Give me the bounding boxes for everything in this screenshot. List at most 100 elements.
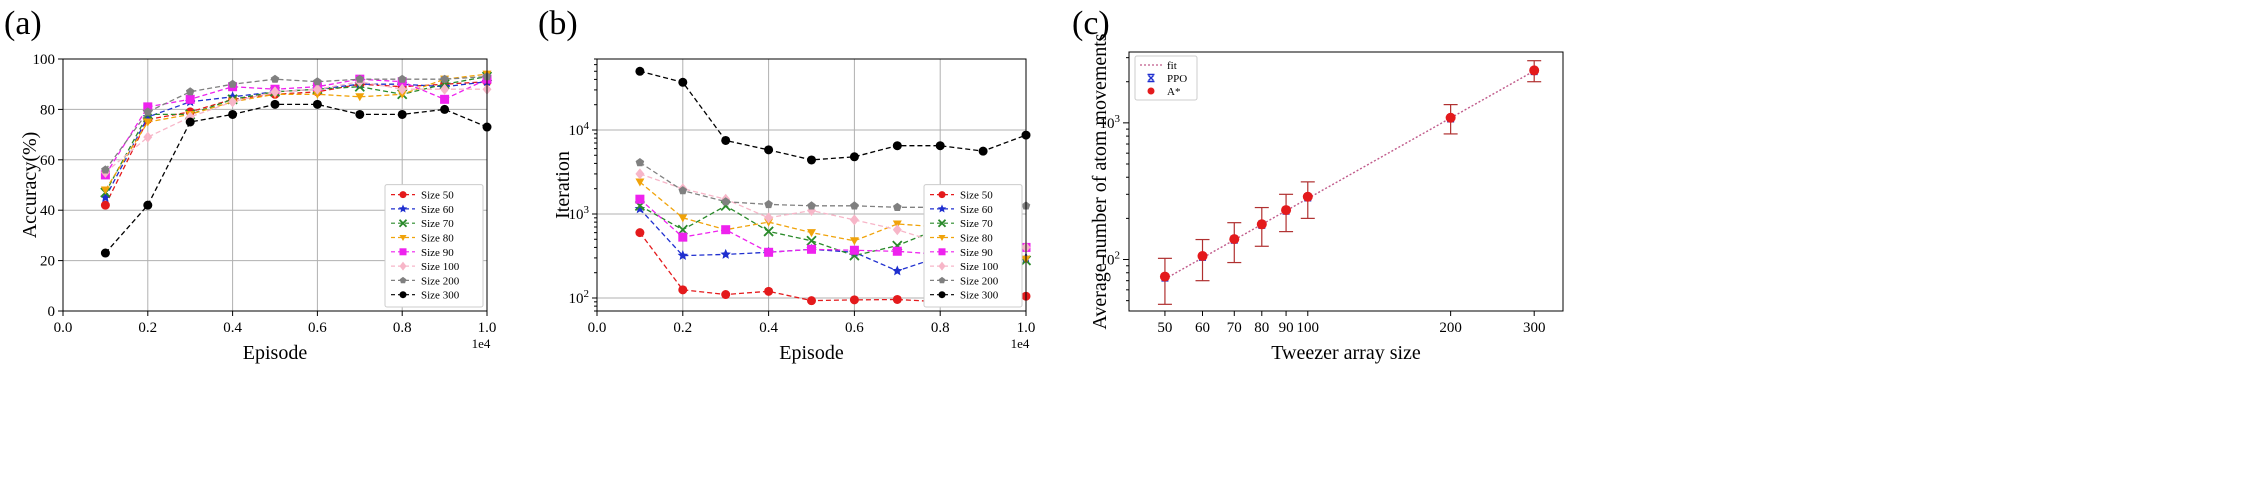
data-point <box>143 107 153 116</box>
x-multiplier: 1e4 <box>472 336 491 351</box>
data-point <box>185 87 195 96</box>
data-point <box>892 294 902 304</box>
data-point <box>355 93 365 102</box>
data-point <box>143 118 153 127</box>
legend-label: Size 200 <box>960 275 999 287</box>
data-point <box>764 145 774 155</box>
legend-label: Size 90 <box>960 247 993 259</box>
legend-label: Size 50 <box>421 190 454 202</box>
legend <box>1134 55 1198 101</box>
series-line <box>104 75 488 171</box>
y-tick-label: 40 <box>40 203 55 219</box>
x-tick-label: 200 <box>1439 320 1462 336</box>
data-point <box>355 74 365 83</box>
legend-marker <box>938 235 946 241</box>
x-tick-label: 0.0 <box>588 320 607 336</box>
data-point <box>440 104 450 114</box>
data-point <box>397 109 407 119</box>
data-point <box>807 229 816 238</box>
data-point <box>312 83 322 95</box>
data-point <box>100 186 110 195</box>
legend-marker <box>398 219 408 228</box>
legend-label: Size 50 <box>960 190 993 202</box>
data-point <box>313 77 322 86</box>
data-point <box>806 235 817 246</box>
legend-label: PPO <box>1167 73 1187 85</box>
data-point <box>270 74 280 83</box>
data-point <box>1229 234 1240 245</box>
data-point <box>635 194 645 204</box>
data-point <box>935 141 945 151</box>
series-line <box>639 70 1027 161</box>
legend <box>923 184 1023 308</box>
y-tick-label: 104 <box>569 120 590 139</box>
data-point <box>635 158 645 167</box>
plot-frame <box>596 58 1027 312</box>
x-tick-label: 0.8 <box>393 320 412 336</box>
data-point <box>1197 251 1208 262</box>
data-point <box>764 286 774 296</box>
legend-label: Size 100 <box>421 261 460 273</box>
x-tick-label: 0.8 <box>931 320 950 336</box>
data-point <box>849 245 859 255</box>
y-tick-label: 0 <box>48 304 56 320</box>
x-tick-label: 0.2 <box>673 320 692 336</box>
panel-label: (b) <box>538 5 578 42</box>
data-point <box>312 90 322 99</box>
data-point <box>1445 112 1456 123</box>
data-point <box>228 109 238 119</box>
legend-label: A* <box>1167 86 1180 98</box>
data-point <box>270 86 280 98</box>
y-tick-label: 103 <box>1100 113 1121 132</box>
data-point <box>143 200 153 210</box>
data-point <box>892 141 902 151</box>
legend-marker <box>399 235 407 241</box>
data-point <box>892 246 902 256</box>
y-axis-label: Accuracy(%) <box>19 132 41 239</box>
legend-marker <box>1147 73 1155 83</box>
y-tick-label: 60 <box>40 153 55 169</box>
x-tick-label: 0.6 <box>308 320 327 336</box>
x-tick-label: 0.6 <box>845 320 864 336</box>
legend-label: Size 90 <box>421 247 454 259</box>
series-line <box>639 208 1027 272</box>
data-point <box>807 155 816 165</box>
series-line <box>104 81 488 198</box>
data-point <box>397 74 407 83</box>
data-point <box>721 290 731 300</box>
data-point <box>677 250 688 260</box>
data-point <box>1302 191 1313 202</box>
data-point <box>143 102 153 112</box>
data-point <box>678 186 688 195</box>
legend-label: Size 300 <box>421 290 460 302</box>
legend <box>384 184 484 308</box>
x-tick-label: 0.4 <box>759 320 778 336</box>
legend-marker <box>937 204 947 213</box>
data-point <box>807 296 816 306</box>
data-point <box>1281 205 1292 216</box>
x-axis-label: Tweezer array size <box>1271 342 1421 364</box>
data-point <box>440 83 450 95</box>
data-point <box>721 135 731 145</box>
data-point <box>849 152 859 162</box>
data-point <box>355 109 365 119</box>
data-point <box>185 94 195 104</box>
legend-label: Size 80 <box>421 233 454 245</box>
y-tick-label: 100 <box>33 52 56 68</box>
data-point <box>440 74 449 83</box>
x-axis-label: Episode <box>243 342 308 364</box>
x-tick-label: 1.0 <box>1017 320 1036 336</box>
x-tick-label: 50 <box>1157 320 1172 336</box>
data-point <box>720 248 731 259</box>
legend-label: Size 100 <box>960 261 999 273</box>
series-line <box>104 73 488 191</box>
x-tick-label: 300 <box>1523 320 1546 336</box>
x-tick-label: 1.0 <box>478 320 497 336</box>
series-line <box>639 173 1027 248</box>
data-point <box>849 237 859 246</box>
data-point <box>228 79 237 88</box>
legend-marker <box>938 291 946 299</box>
data-point <box>270 99 280 109</box>
series-line <box>104 81 487 173</box>
x-tick-label: 0.2 <box>138 320 157 336</box>
